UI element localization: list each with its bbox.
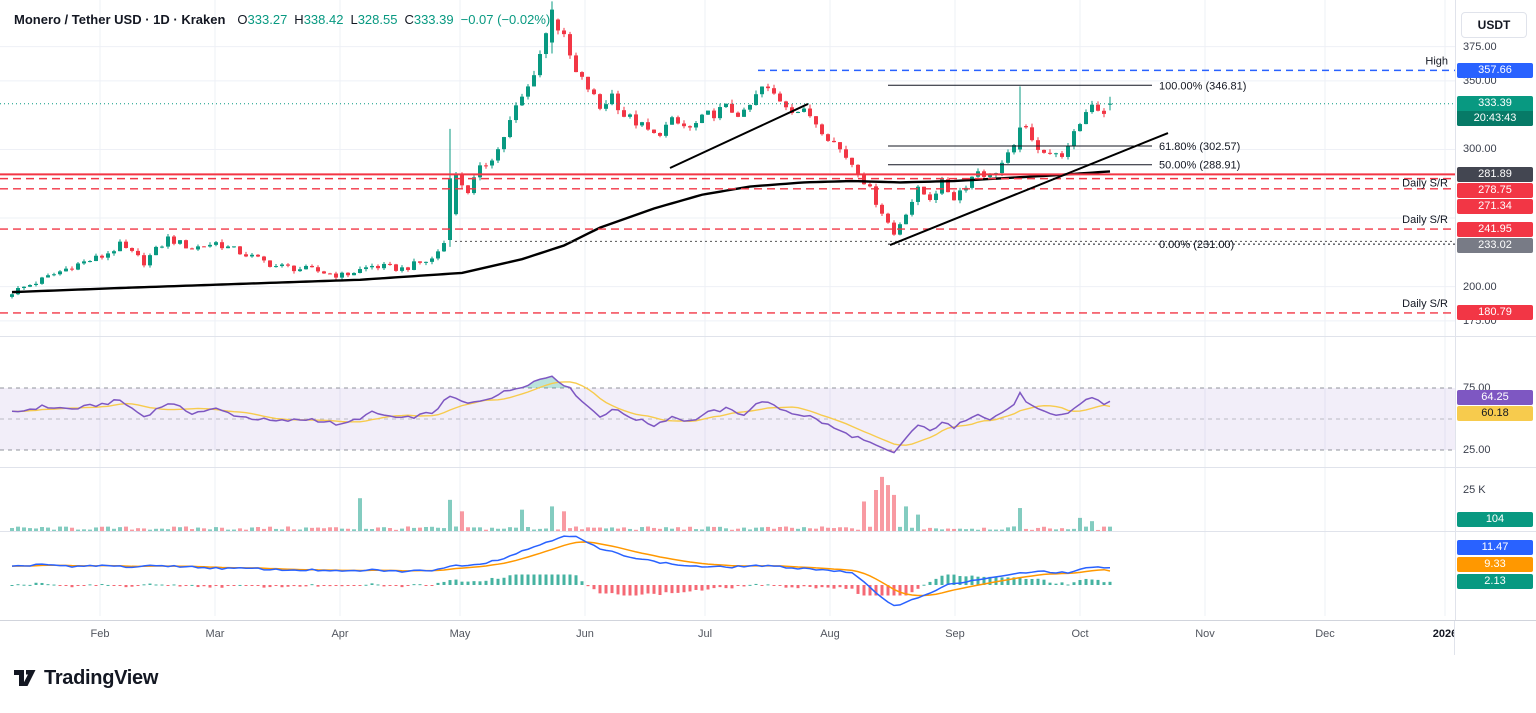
daily-sr-label: Daily S/R: [1402, 298, 1448, 310]
sr-level-badge: 281.89: [1457, 167, 1533, 182]
fib-level-label: 0.00% (231.00): [1159, 239, 1234, 251]
axis-tick: 300.00: [1463, 143, 1497, 156]
axis-tick: 375.00: [1463, 40, 1497, 53]
level-badge: 233.02: [1457, 238, 1533, 253]
symbol-title[interactable]: Monero / Tether USD · 1D · Kraken: [14, 12, 226, 27]
ohlc-high: H338.42: [294, 12, 344, 27]
axis-tick: 200.00: [1463, 280, 1497, 293]
time-axis-label: Dec: [1315, 628, 1335, 640]
time-axis-label: Jul: [697, 628, 713, 640]
last-price-badge: 333.39 20:43:43: [1457, 96, 1533, 126]
lower-indicator-layer: [10, 535, 1112, 607]
ohlc-change: −0.07 (−0.02%): [460, 12, 551, 27]
ohlc-open: O333.27: [237, 12, 288, 27]
time-axis-label: Oct: [1071, 628, 1089, 640]
sr-level-badge: 271.34: [1457, 199, 1533, 214]
chart-canvas[interactable]: 100.00% (346.81) 61.80% (302.57) 50.00% (2…: [0, 0, 1536, 620]
rsi-layer: [11, 375, 1111, 454]
time-axis-label: Nov: [1195, 628, 1215, 640]
time-axis-label: Sep: [945, 628, 965, 640]
sr-level-badge: 278.75: [1457, 183, 1533, 198]
axis-tick: 25.00: [1463, 444, 1491, 456]
time-axis-label: Apr: [331, 628, 349, 640]
indicator-blue-value-badge: 11.47: [1457, 540, 1533, 555]
price-axis[interactable]: USDT 375.00 350.00 300.00 200.00 175.00 75.00…: [1455, 0, 1536, 620]
sr-level-badge: 241.95: [1457, 222, 1533, 237]
currency-toggle-button[interactable]: USDT: [1461, 12, 1527, 38]
fib-level-label: 50.00% (288.91): [1159, 160, 1240, 172]
sr-level-badge: 180.79: [1457, 305, 1533, 320]
trendline[interactable]: [889, 132, 1169, 247]
volume-value-badge: 104: [1457, 512, 1533, 527]
footer: TradingView: [12, 666, 158, 690]
indicator-hist-value-badge: 2.13: [1457, 574, 1533, 589]
time-axis-label: May: [449, 628, 471, 640]
countdown-timer: 20:43:43: [1457, 111, 1533, 126]
time-axis[interactable]: 2026 Dec Nov Oct Sep Aug Jul Jun May Apr Mar Feb: [0, 620, 1536, 655]
axis-corner: [1454, 621, 1536, 655]
ohlc-low: L328.55: [350, 12, 398, 27]
volume-layer: [10, 476, 1112, 531]
high-price-badge: 357.66: [1457, 63, 1533, 78]
ma-line-layer: [11, 170, 1111, 294]
time-axis-label: 2026: [1432, 628, 1458, 640]
daily-sr-label: Daily S/R: [1402, 177, 1448, 189]
tradingview-brand-text[interactable]: TradingView: [44, 666, 159, 689]
pane-separators: [0, 0, 1536, 620]
symbol-legend[interactable]: Monero / Tether USD · 1D · Kraken O333.2…: [14, 12, 550, 27]
annotations-layer: 100.00% (346.81) 61.80% (302.57) 50.00% (2…: [0, 55, 1455, 314]
time-axis-label: Jun: [576, 628, 594, 640]
rsi-value-badge: 64.25: [1457, 390, 1533, 405]
time-axis-label: Mar: [205, 628, 225, 640]
trendline[interactable]: [669, 103, 809, 169]
grid-layer: [0, 0, 1455, 616]
indicator-orange-value-badge: 9.33: [1457, 557, 1533, 572]
rsi-ma-value-badge: 60.18: [1457, 406, 1533, 421]
time-axis-label: Aug: [820, 628, 840, 640]
high-label: High: [1425, 55, 1448, 67]
axis-tick: 25 K: [1463, 484, 1486, 496]
fib-level-label: 61.80% (302.57): [1159, 141, 1240, 153]
tradingview-logo-icon[interactable]: [12, 666, 37, 690]
time-axis-label: Feb: [90, 628, 110, 640]
fib-level-label: 100.00% (346.81): [1159, 80, 1246, 92]
ohlc-close: C333.39: [404, 12, 454, 27]
daily-sr-label: Daily S/R: [1402, 214, 1448, 226]
rsi-band-layer: [0, 387, 1455, 451]
